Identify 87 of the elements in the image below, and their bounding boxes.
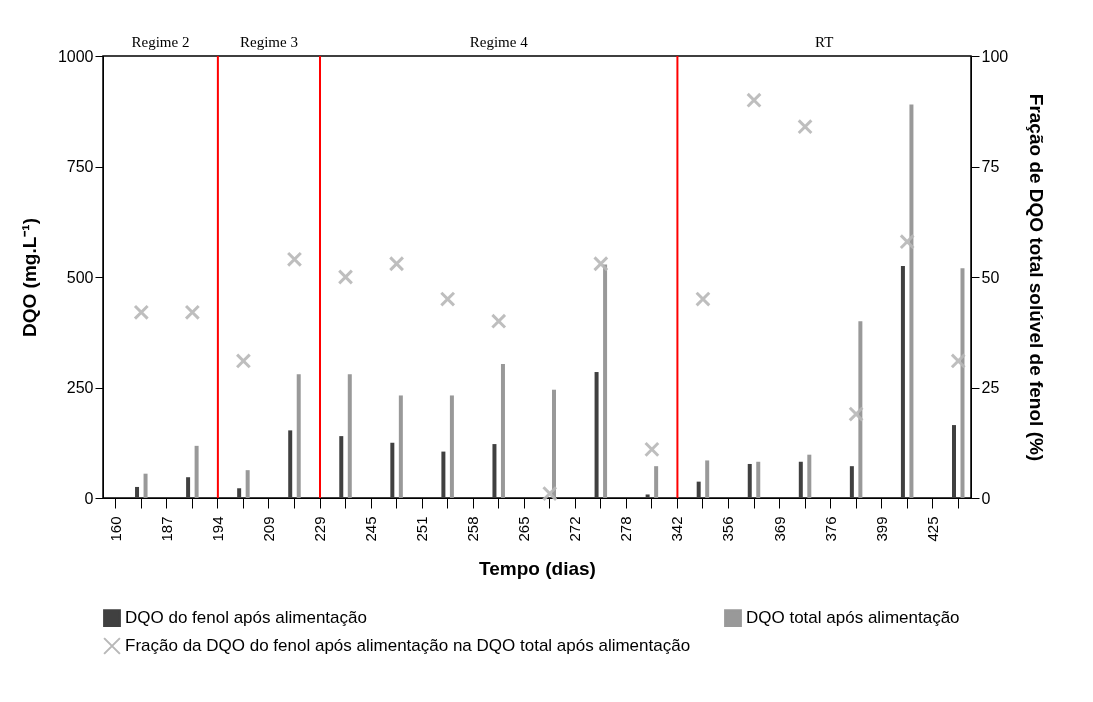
bar xyxy=(951,425,956,498)
x-tick-label: 258 xyxy=(464,516,482,542)
x-tick-label: 160 xyxy=(106,516,124,542)
point xyxy=(746,92,762,109)
y-axis-title: DQO (mg.L⁻¹) xyxy=(18,218,40,337)
bar xyxy=(798,461,803,498)
bar xyxy=(960,268,965,498)
y-tick-label: 0 xyxy=(84,489,94,507)
y2-tick-label: 50 xyxy=(981,268,1000,286)
point xyxy=(184,304,201,321)
bar xyxy=(237,488,242,498)
bar xyxy=(296,374,301,498)
point xyxy=(848,406,864,422)
x-tick-label: 245 xyxy=(362,516,380,542)
point xyxy=(439,291,456,307)
point xyxy=(337,269,354,285)
bar xyxy=(398,395,403,498)
bar xyxy=(603,264,608,498)
bar xyxy=(552,389,557,498)
bar xyxy=(449,395,454,498)
bar xyxy=(909,104,914,498)
bar xyxy=(696,481,701,498)
x-tick-label: 209 xyxy=(259,516,277,542)
x-tick-label: 272 xyxy=(566,516,584,542)
bar xyxy=(339,436,344,498)
point xyxy=(593,255,609,272)
x-tick-label: 369 xyxy=(770,516,788,542)
point xyxy=(644,441,660,458)
y2-tick-label: 0 xyxy=(981,489,991,507)
point xyxy=(388,255,405,272)
text: Regime 3 xyxy=(239,34,298,50)
y2-axis-title: Fração de DQO total solúvel de fenol (%) xyxy=(1026,93,1048,462)
bar xyxy=(186,477,191,498)
bar xyxy=(288,430,293,498)
point xyxy=(541,485,558,502)
x-tick-label: 187 xyxy=(157,516,175,542)
bar xyxy=(500,364,505,498)
point xyxy=(797,118,813,135)
x-tick-label: 265 xyxy=(515,516,533,542)
legend-label: DQO do fenol após alimentação xyxy=(125,608,367,628)
bar xyxy=(747,463,752,498)
x-tick-label: 376 xyxy=(821,516,839,542)
bar xyxy=(645,494,650,498)
x-tick-label: 229 xyxy=(311,516,328,542)
x-tick-label: 342 xyxy=(668,516,686,542)
x-tick-label: 278 xyxy=(617,516,635,542)
y2-tick-label: 100 xyxy=(981,47,1009,65)
legend-label: Fração da DQO do fenol após alimentação na DQO total após alimentação xyxy=(125,636,691,655)
y-tick-label: 750 xyxy=(66,158,94,175)
text: RT xyxy=(815,34,834,50)
y2-tick-label: 75 xyxy=(981,158,1000,175)
y2-tick-label: 25 xyxy=(981,379,1000,396)
x-tick-label: 251 xyxy=(413,516,431,542)
point xyxy=(899,233,915,250)
bar xyxy=(347,374,352,498)
bar xyxy=(849,466,854,498)
bar xyxy=(143,473,148,498)
y-tick-label: 500 xyxy=(66,268,94,286)
x-axis-title: Tempo (dias) xyxy=(479,557,596,579)
bar xyxy=(858,321,863,498)
point xyxy=(235,353,252,369)
bar xyxy=(194,445,199,498)
point xyxy=(286,251,303,268)
point xyxy=(490,313,507,330)
text: Regime 4 xyxy=(469,34,529,50)
text: Regime 2 xyxy=(131,34,190,50)
bar xyxy=(705,460,710,498)
bar xyxy=(135,486,140,498)
y-tick-label: 1000 xyxy=(57,47,94,65)
bar xyxy=(807,454,812,498)
bar xyxy=(756,461,761,498)
x-tick-label: 356 xyxy=(719,516,737,542)
point xyxy=(695,291,711,307)
point xyxy=(133,304,150,321)
bar xyxy=(594,372,599,498)
bar xyxy=(245,470,250,498)
legend-label: DQO total após alimentação xyxy=(746,608,960,628)
bar xyxy=(900,265,905,498)
x-tick-label: 425 xyxy=(923,516,941,542)
bar xyxy=(441,451,446,498)
bar xyxy=(492,444,497,498)
bar xyxy=(390,442,395,498)
bar xyxy=(654,466,659,498)
x-tick-label: 399 xyxy=(872,516,890,542)
point xyxy=(950,353,967,369)
y-tick-label: 250 xyxy=(66,379,94,396)
x-tick-label: 194 xyxy=(208,516,226,542)
